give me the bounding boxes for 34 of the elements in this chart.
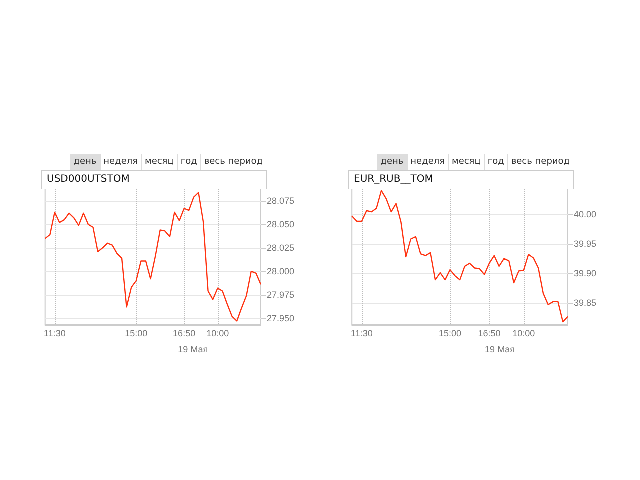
- y-tick-label: 39.85: [574, 298, 597, 308]
- text: весь период: [507, 154, 573, 170]
- text: день: [376, 154, 407, 170]
- chart-title: USD000UTSTOM: [41, 170, 267, 189]
- y-tick-label: 27.975: [267, 290, 295, 300]
- y-tick-label: 27.950: [267, 313, 295, 324]
- y-tick-label: 28.075: [267, 196, 295, 206]
- x-tick-label: 11:30: [350, 328, 373, 338]
- y-tick-label: 28.050: [267, 220, 295, 230]
- y-tick-label: 28.025: [267, 243, 295, 254]
- line-series: [352, 190, 569, 323]
- x-axis-title: 19 Мая: [178, 344, 208, 354]
- y-tick-label: 40.00: [574, 209, 597, 220]
- x-axis-title: 19 Мая: [485, 344, 516, 354]
- text: неделя: [100, 154, 142, 170]
- x-tick-label: 10:00: [206, 328, 230, 338]
- text: неделя: [406, 154, 448, 170]
- text: год: [484, 154, 508, 170]
- text: год: [176, 154, 200, 170]
- x-tick-label: 15:00: [125, 328, 148, 338]
- text: месяц: [141, 154, 177, 170]
- y-tick-label: 39.95: [574, 238, 597, 249]
- y-tick-label: 39.90: [574, 268, 597, 279]
- text: месяц: [448, 154, 484, 170]
- chart-title: EUR_RUB__TOM: [348, 170, 574, 189]
- line-series: [44, 192, 262, 322]
- x-tick-label: 11:30: [44, 328, 66, 338]
- x-tick-label: 16:50: [173, 328, 196, 338]
- text: день: [70, 154, 100, 170]
- y-tick-label: 28.000: [267, 266, 295, 277]
- x-tick-label: 15:00: [438, 328, 462, 338]
- x-tick-label: 16:50: [478, 328, 501, 338]
- text: весь период: [200, 154, 266, 170]
- x-tick-label: 10:00: [512, 328, 536, 338]
